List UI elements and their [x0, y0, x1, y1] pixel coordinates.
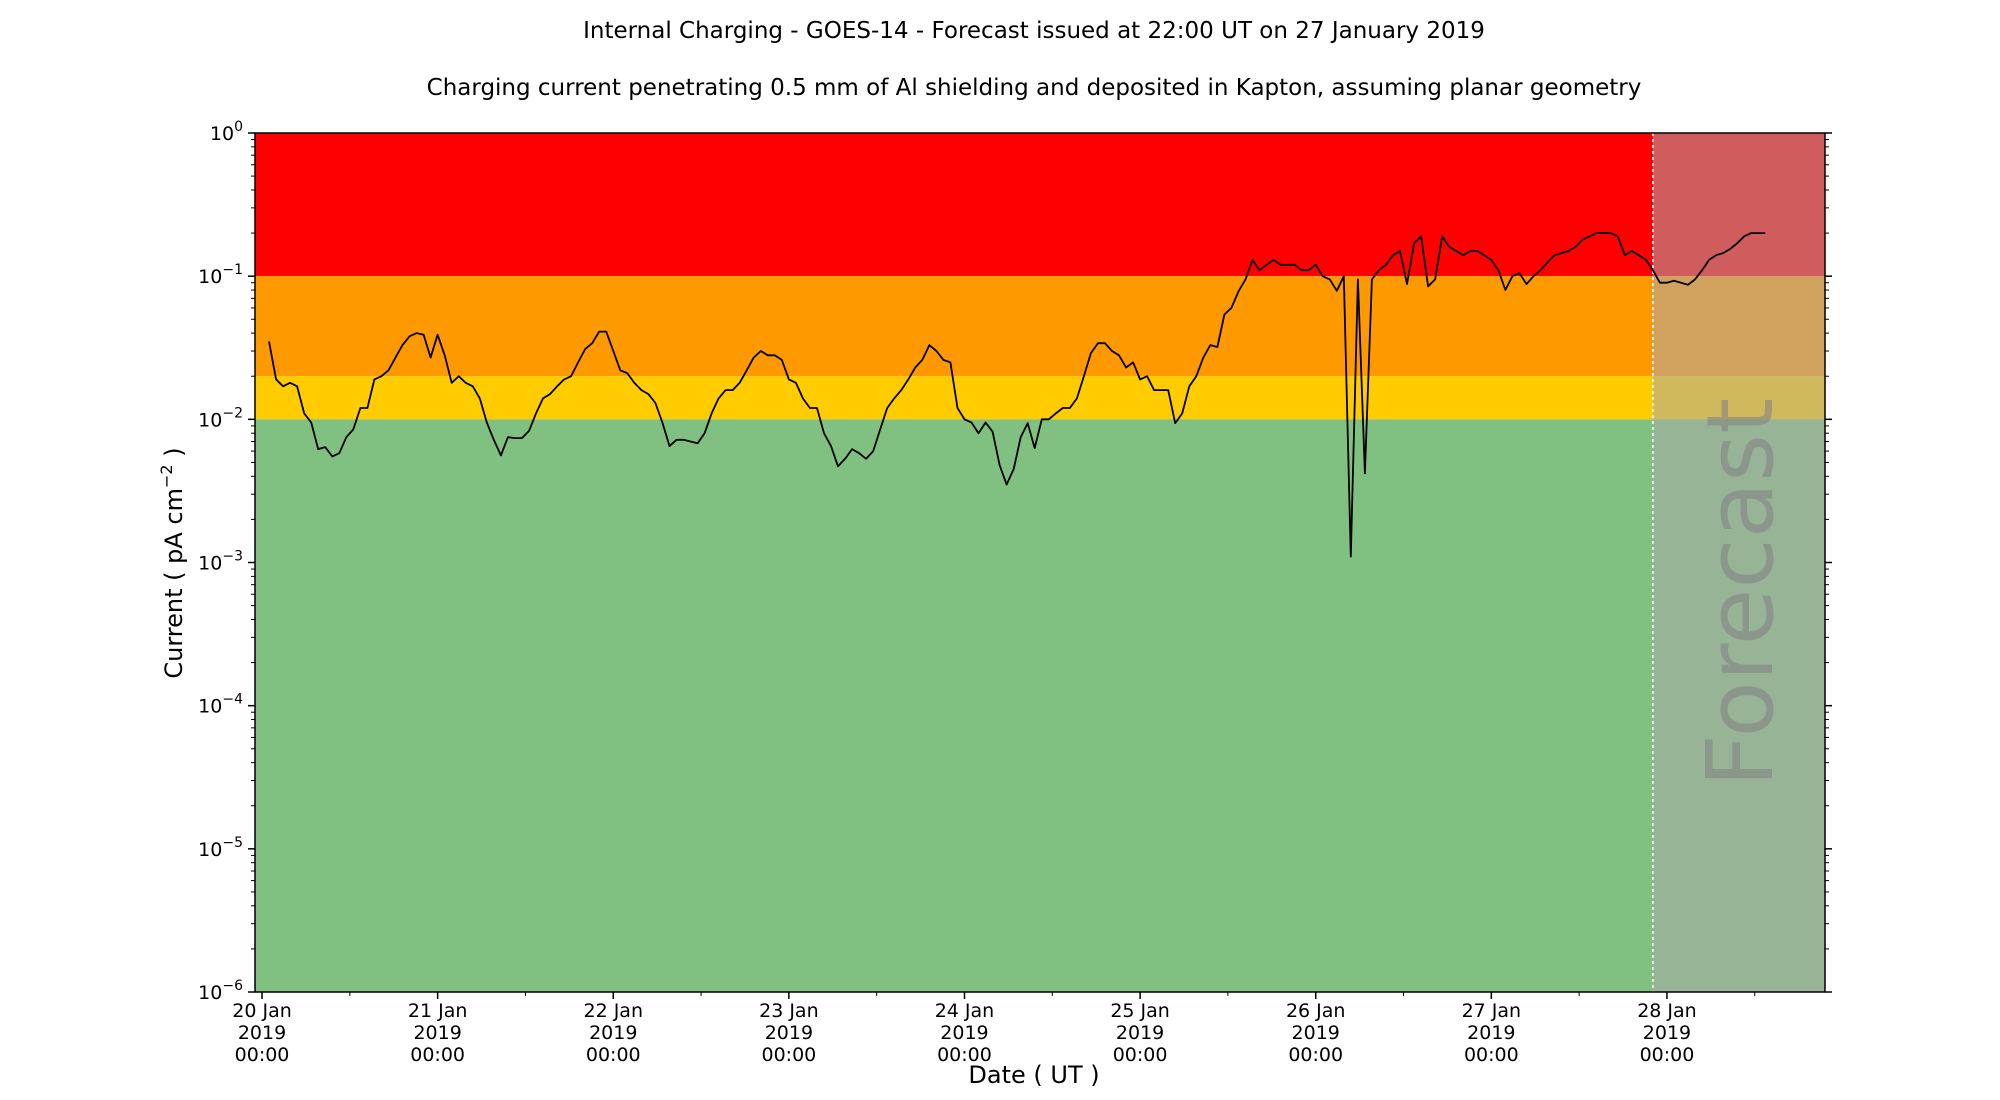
y-tick-base: 10 [198, 696, 222, 718]
y-tick-exponent: −4 [222, 692, 243, 708]
y-tick-base: 10 [198, 266, 222, 288]
x-tick-label-line: 2019 [765, 1022, 813, 1044]
y-tick-label: 10−5 [198, 835, 243, 861]
x-tick-label-line: 2019 [940, 1022, 988, 1044]
risk-bands [255, 133, 1825, 992]
x-tick-label-line: 2019 [1116, 1022, 1164, 1044]
y-tick-base: 10 [210, 123, 234, 145]
y-tick-label: 10−3 [198, 549, 243, 575]
band-red [255, 133, 1825, 277]
chart-title: Internal Charging - GOES-14 - Forecast i… [583, 18, 1485, 44]
series-line-0 [268, 232, 1766, 558]
y-tick-label: 10−2 [198, 405, 243, 431]
y-tick-exponent: 0 [234, 119, 243, 135]
x-tick-label-line: 00:00 [1113, 1044, 1168, 1066]
x-tick-label-line: 2019 [1643, 1022, 1691, 1044]
y-axis-label-exponent: −2 [157, 464, 176, 488]
x-tick-label: 24 Jan 2019 00:00 [935, 1000, 995, 1066]
x-tick-label-line: 00:00 [1640, 1044, 1695, 1066]
x-tick-label-line: 00:00 [1464, 1044, 1519, 1066]
x-tick-label-line: 2019 [1467, 1022, 1515, 1044]
y-tick-exponent: −6 [222, 978, 243, 994]
x-tick-label-line: 2019 [1292, 1022, 1340, 1044]
y-axis-label-suffix: ) [160, 447, 188, 464]
x-axis-label: Date ( UT ) [968, 1061, 1099, 1089]
x-tick-label-line: 25 Jan [1110, 1000, 1170, 1022]
y-tick-exponent: −2 [222, 405, 243, 421]
x-tick-label-line: 00:00 [761, 1044, 816, 1066]
y-tick-base: 10 [198, 982, 222, 1004]
y-tick-label: 100 [210, 119, 243, 145]
band-yellow [255, 376, 1825, 420]
y-tick-exponent: −3 [222, 549, 243, 565]
x-tick-label-line: 23 Jan [759, 1000, 819, 1022]
forecast-label: Forecast [1687, 398, 1794, 787]
y-axis-label: Current ( pA cm−2 ) [157, 447, 188, 678]
y-tick-base: 10 [198, 409, 222, 431]
chart-subtitle: Charging current penetrating 0.5 mm of A… [427, 75, 1642, 101]
x-tick-label-line: 2019 [238, 1022, 286, 1044]
y-tick-base: 10 [198, 553, 222, 575]
y-tick-exponent: −5 [222, 835, 243, 851]
x-tick-label: 22 Jan 2019 00:00 [583, 1000, 643, 1066]
band-orange [255, 276, 1825, 377]
x-tick-label-line: 00:00 [586, 1044, 641, 1066]
series-lines [268, 232, 1766, 558]
x-tick-label: 21 Jan 2019 00:00 [408, 1000, 468, 1066]
x-tick-label-line: 27 Jan [1462, 1000, 1522, 1022]
x-tick-label-line: 00:00 [235, 1044, 290, 1066]
x-tick-label: 23 Jan 2019 00:00 [759, 1000, 819, 1066]
forecast-region [1652, 133, 1825, 992]
x-tick-label: 27 Jan 2019 00:00 [1462, 1000, 1522, 1066]
x-tick-label-line: 20 Jan [232, 1000, 292, 1022]
x-tick-label: 20 Jan 2019 00:00 [232, 1000, 292, 1066]
y-tick-label: 10−6 [198, 978, 243, 1004]
y-axis-label-main: Current ( pA cm [160, 488, 188, 679]
x-tick-label-line: 00:00 [937, 1044, 992, 1066]
x-tick-label: 26 Jan 2019 00:00 [1286, 1000, 1346, 1066]
x-tick-label-line: 2019 [413, 1022, 461, 1044]
y-tick-exponent: −1 [222, 262, 243, 278]
x-tick-label-line: 00:00 [1288, 1044, 1343, 1066]
x-tick-label-line: 26 Jan [1286, 1000, 1346, 1022]
x-tick-label-line: 21 Jan [408, 1000, 468, 1022]
x-tick-label-line: 2019 [589, 1022, 637, 1044]
y-tick-label: 10−4 [198, 692, 243, 718]
x-tick-label: 28 Jan 2019 00:00 [1637, 1000, 1697, 1066]
forecast-overlay: Forecast [1652, 133, 1825, 992]
x-tick-label-line: 22 Jan [583, 1000, 643, 1022]
x-tick-label: 25 Jan 2019 00:00 [1110, 1000, 1170, 1066]
x-tick-label-line: 24 Jan [935, 1000, 995, 1022]
band-green [255, 419, 1825, 992]
x-tick-label-line: 00:00 [410, 1044, 465, 1066]
y-tick-label: 10−1 [198, 262, 243, 288]
x-tick-label-line: 28 Jan [1637, 1000, 1697, 1022]
y-tick-base: 10 [198, 839, 222, 861]
